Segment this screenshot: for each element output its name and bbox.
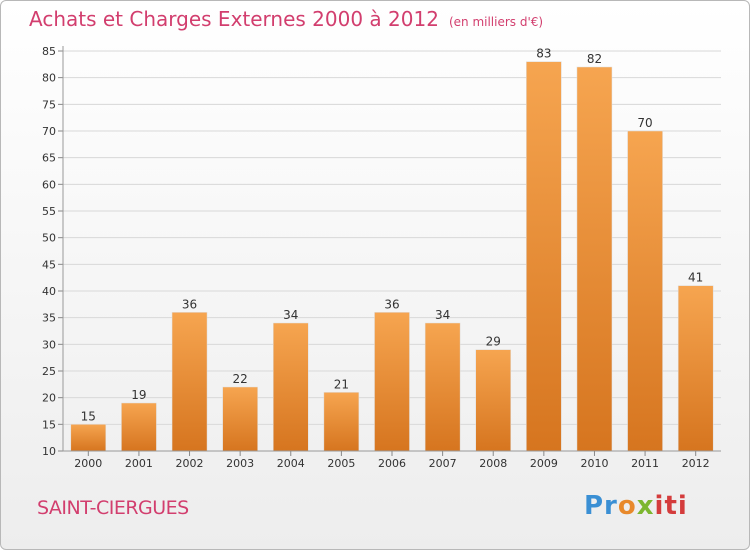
axes: 10 15 20 25 30 35 40 45 50 55 60 65 70 75 80 85 2000 2001… <box>42 45 721 470</box>
y-tick-label: 75 <box>42 98 56 111</box>
x-tick-label: 2001 <box>125 457 153 470</box>
y-tick-label: 65 <box>42 152 56 165</box>
data-label-2012: 41 <box>688 271 703 285</box>
commune-name: SAINT-CIERGUES <box>37 497 189 519</box>
y-tick-label: 25 <box>42 365 56 378</box>
x-tick-label: 2011 <box>631 457 659 470</box>
chart-title: Achats et Charges Externes 2000 à 2012 (e… <box>29 7 543 31</box>
data-label-2005: 21 <box>334 377 349 391</box>
x-tick-label: 2009 <box>530 457 558 470</box>
y-tick-label: 20 <box>42 392 56 405</box>
x-tick-label: 2000 <box>74 457 102 470</box>
bar-2001 <box>121 402 157 452</box>
data-label-2011: 70 <box>637 116 652 130</box>
bars <box>70 61 714 452</box>
x-tick-label: 2007 <box>429 457 457 470</box>
y-tick-label: 10 <box>42 445 56 458</box>
bar-2004 <box>273 322 309 452</box>
bar-2003 <box>222 386 258 452</box>
bar-2012 <box>677 285 714 452</box>
y-tick-label: 55 <box>42 205 56 218</box>
chart-title-text: Achats et Charges Externes 2000 à 2012 <box>29 7 439 31</box>
x-tick-label: 2003 <box>226 457 254 470</box>
y-tick-label: 30 <box>42 338 56 351</box>
chart-unit: (en milliers d'€) <box>448 15 544 29</box>
data-labels: 15 19 36 22 34 21 36 34 29 83 82 70 41 <box>81 47 704 424</box>
y-tick-label: 80 <box>42 72 56 85</box>
x-tick-label: 2008 <box>479 457 507 470</box>
logo-part-2: o <box>617 491 637 521</box>
bar-2000 <box>70 424 107 452</box>
x-tick-label: 2005 <box>327 457 355 470</box>
bar-2005 <box>323 392 360 452</box>
x-tick-label: 2010 <box>580 457 608 470</box>
proxiti-logo: Proxiti <box>584 491 688 521</box>
bar-2007 <box>424 322 461 452</box>
data-label-2001: 19 <box>131 388 146 402</box>
logo-part-4: iti <box>654 491 688 521</box>
bar-2002 <box>171 312 208 452</box>
y-tick-label: 45 <box>42 258 56 271</box>
data-label-2006: 36 <box>384 297 399 311</box>
bar-2008 <box>475 349 511 452</box>
data-label-2008: 29 <box>486 335 501 349</box>
data-label-2002: 36 <box>182 297 197 311</box>
logo-part-1: Pr <box>584 491 618 521</box>
x-tick-label: 2002 <box>176 457 204 470</box>
y-tick-label: 15 <box>42 418 56 431</box>
data-label-2009: 83 <box>536 47 551 61</box>
bar-2006 <box>374 312 410 452</box>
data-label-2003: 22 <box>233 372 248 386</box>
x-tick-label: 2012 <box>682 457 710 470</box>
y-tick-label: 70 <box>42 125 56 138</box>
x-tick-label: 2006 <box>378 457 406 470</box>
data-label-2004: 34 <box>283 308 298 322</box>
bar-2009 <box>526 61 562 452</box>
y-tick-label: 85 <box>42 45 56 58</box>
y-tick-label: 40 <box>42 285 56 298</box>
logo-part-3: x <box>636 491 655 521</box>
bar-2011 <box>627 130 663 452</box>
bar-2010 <box>576 66 613 452</box>
data-label-2007: 34 <box>435 308 450 322</box>
data-label-2000: 15 <box>81 409 96 423</box>
y-tick-label: 50 <box>42 232 56 245</box>
y-tick-label: 35 <box>42 312 56 325</box>
data-label-2010: 82 <box>587 52 602 66</box>
y-tick-label: 60 <box>42 178 56 191</box>
x-tick-label: 2004 <box>277 457 305 470</box>
